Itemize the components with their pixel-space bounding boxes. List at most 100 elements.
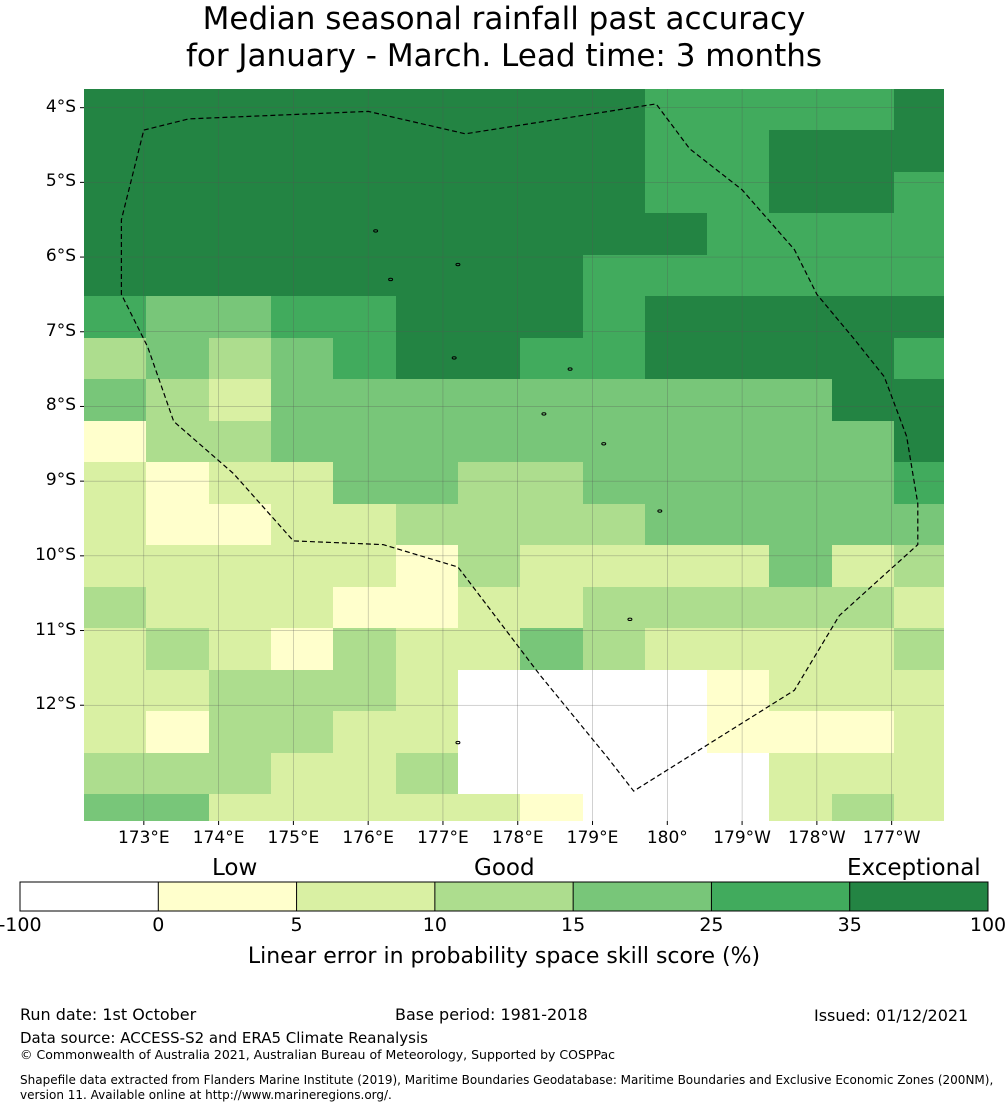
skill-cell — [520, 296, 583, 338]
island-outline — [567, 367, 573, 371]
skill-cell — [146, 670, 209, 711]
lon-label: 177°W — [862, 828, 921, 848]
skill-cell — [458, 670, 520, 711]
skill-cell — [458, 296, 520, 338]
skill-cell — [333, 587, 396, 628]
colorbar — [19, 881, 989, 912]
skill-cell — [396, 172, 458, 213]
skill-cell — [333, 255, 396, 296]
shapefile-credit: Shapefile data extracted from Flanders M… — [20, 1073, 994, 1102]
skill-cell — [894, 338, 944, 379]
skill-cell — [894, 670, 944, 711]
skill-cell — [520, 421, 583, 462]
skill-cell — [769, 753, 832, 794]
skill-cell — [707, 504, 769, 545]
skill-cell — [832, 462, 894, 504]
skill-cell — [707, 421, 769, 462]
skill-cell — [769, 794, 832, 821]
colorbar-tick-label: 10 — [422, 914, 447, 936]
lon-label: 178°E — [491, 828, 544, 848]
colorbar-segment — [158, 882, 297, 911]
issued-date: Issued: 01/12/2021 — [814, 1006, 969, 1025]
skill-cell — [645, 670, 707, 711]
skill-cell — [707, 545, 769, 587]
skill-cell — [209, 213, 271, 255]
skill-cell — [209, 255, 271, 296]
skill-cell — [146, 462, 209, 504]
skill-cell — [832, 711, 894, 753]
category-low: Low — [212, 855, 258, 881]
skill-cell — [209, 504, 271, 545]
skill-cell — [209, 753, 271, 794]
skill-cell — [832, 213, 894, 255]
skill-cell — [84, 338, 146, 379]
skill-cell — [84, 711, 146, 753]
skill-cell — [645, 628, 707, 670]
skill-cell — [894, 711, 944, 753]
skill-cell — [271, 338, 333, 379]
skill-cell — [146, 172, 209, 213]
skill-cell — [84, 130, 146, 172]
skill-cell — [707, 587, 769, 628]
skill-cell — [645, 130, 707, 172]
skill-cell — [271, 255, 333, 296]
skill-cell — [894, 130, 944, 172]
skill-cell — [333, 421, 396, 462]
data-source: Data source: ACCESS-S2 and ERA5 Climate … — [20, 1029, 428, 1047]
skill-cell — [520, 628, 583, 670]
skill-cell — [894, 462, 944, 504]
skill-cell — [458, 338, 520, 379]
skill-cell — [209, 130, 271, 172]
skill-cell — [271, 130, 333, 172]
skill-cell — [645, 504, 707, 545]
skill-cell — [209, 462, 271, 504]
skill-cell — [707, 172, 769, 213]
skill-cell — [333, 130, 396, 172]
skill-cell — [209, 711, 271, 753]
island-outline — [373, 229, 379, 233]
skill-cell — [769, 213, 832, 255]
colorbar-axis-label: Linear error in probability space skill … — [247, 944, 761, 969]
skill-cell — [84, 794, 146, 821]
base-period: Base period: 1981-2018 — [395, 1005, 588, 1024]
skill-cell — [84, 172, 146, 213]
skill-cell — [84, 670, 146, 711]
skill-cell — [832, 172, 894, 213]
skill-cell — [458, 462, 520, 504]
skill-cell — [271, 711, 333, 753]
skill-cell — [271, 628, 333, 670]
skill-cell — [333, 462, 396, 504]
island-outline — [451, 356, 457, 360]
skill-cell — [146, 628, 209, 670]
skill-cell — [84, 296, 146, 338]
skill-cell — [333, 213, 396, 255]
skill-cell — [645, 711, 707, 753]
colorbar-tick-label: -100 — [0, 914, 42, 936]
skill-cell — [583, 587, 645, 628]
skill-cell — [84, 213, 146, 255]
skill-cell — [520, 379, 583, 421]
skill-cell — [333, 794, 396, 821]
skill-cell — [769, 130, 832, 172]
colorbar-tick-label: 0 — [152, 914, 165, 936]
skill-cell — [396, 89, 458, 130]
skill-cell — [458, 628, 520, 670]
skill-cell — [832, 753, 894, 794]
skill-cell — [209, 421, 271, 462]
skill-cell — [458, 130, 520, 172]
skill-cell — [84, 379, 146, 421]
skill-cell — [209, 628, 271, 670]
skill-cell — [645, 421, 707, 462]
skill-cell — [645, 379, 707, 421]
skill-cell — [583, 89, 645, 130]
skill-cell — [84, 753, 146, 794]
colorbar-segment — [296, 882, 435, 911]
colorbar-segment — [20, 882, 159, 911]
skill-cell — [333, 670, 396, 711]
skill-cell — [209, 89, 271, 130]
lat-label: 11°S — [35, 619, 76, 640]
colorbar-segment — [849, 882, 988, 911]
colorbar-tick-label: 15 — [561, 914, 586, 936]
lon-label: 180° — [646, 828, 688, 848]
skill-cell — [769, 628, 832, 670]
